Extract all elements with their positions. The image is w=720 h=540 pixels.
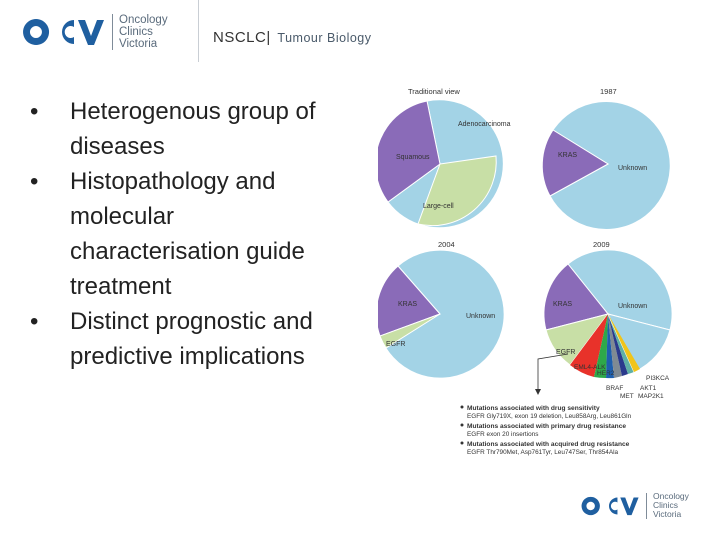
legend-line: Mutations associated with primary drug r… xyxy=(467,423,626,430)
pie-slice-akt1 xyxy=(608,314,628,376)
bullet-item: Histopathology and molecular characteris… xyxy=(30,164,340,304)
legend-bullet xyxy=(460,441,464,445)
slice-label: KRAS xyxy=(398,301,417,308)
pie-slice-kras xyxy=(378,265,441,337)
pie-slice-pi3kca-accent xyxy=(608,314,640,372)
legend-bullet xyxy=(460,423,464,427)
pie-2004: KRAS EGFR Unknown xyxy=(378,249,505,379)
legend-line: EGFR Gly719X, exon 19 deletion, Leu858Ar… xyxy=(467,413,632,420)
title-main: NSCLC| xyxy=(213,29,271,46)
pie-slice-eml4-alk xyxy=(570,314,608,377)
footer-logo: Oncology Clinics Victoria xyxy=(578,492,689,519)
bullet-item: Heterogenous group of diseases xyxy=(30,94,340,164)
brand-logo: Oncology Clinics Victoria xyxy=(18,14,168,50)
slice-label: Large-cell xyxy=(423,203,454,210)
ocv-logo-mark xyxy=(581,496,639,515)
slice-label: Unknown xyxy=(466,313,495,320)
figure-legend: Mutations associated with drug sensitivi… xyxy=(460,405,632,456)
pie-slice-egfr xyxy=(379,313,441,349)
panel-label-traditional: Traditional view xyxy=(408,87,460,96)
footer-brand-name: Oncology Clinics Victoria xyxy=(653,492,689,519)
title-subtitle: Tumour Biology xyxy=(277,31,372,45)
legend-arrowhead xyxy=(535,389,541,395)
slice-label: EGFR xyxy=(386,341,405,348)
legend-arrow xyxy=(537,353,569,392)
slice-label: Squamous xyxy=(396,154,430,161)
slice-label: Unknown xyxy=(618,165,647,172)
brand-line-3: Victoria xyxy=(119,38,158,50)
pie-slice-met xyxy=(608,314,622,378)
pie-slice-her2 xyxy=(594,314,608,379)
brand-name: Oncology Clinics Victoria xyxy=(119,14,168,50)
legend-line: Mutations associated with acquired drug … xyxy=(467,441,630,448)
pie-slice-kras xyxy=(543,263,609,331)
brand-line-1: Oncology xyxy=(653,491,689,501)
bullet-item: Distinct prognostic and predictive impli… xyxy=(30,304,340,374)
slice-label: MET xyxy=(620,393,634,400)
pie-slice-unknown xyxy=(549,101,671,230)
panel-label-2009: 2009 xyxy=(593,240,610,249)
pie-slice-kras xyxy=(541,129,609,197)
pie-slice-unknown xyxy=(379,249,505,379)
slice-label: Unknown xyxy=(618,303,647,310)
brand-line-2: Clinics xyxy=(119,26,153,38)
pie-traditional: Adenocarcinoma Squamous Large-cell xyxy=(378,99,511,229)
bullet-list: Heterogenous group of diseases Histopath… xyxy=(30,94,340,374)
panel-label-1987: 1987 xyxy=(600,87,617,96)
brand-line-2: Clinics xyxy=(653,500,679,510)
panel-label-2004: 2004 xyxy=(438,240,455,249)
slice-label: KRAS xyxy=(558,152,577,159)
slice-label: BRAF xyxy=(606,385,623,392)
legend-bullet xyxy=(460,405,464,409)
slice-label: HER2 xyxy=(597,370,615,377)
slice-label: EML4-ALK xyxy=(574,364,606,371)
nsclc-pie-figure: Traditional view Adenocarcinoma Squamous… xyxy=(378,84,678,474)
legend-line: EGFR Thr790Met, Asp761Tyr, Leu747Ser, Th… xyxy=(467,449,619,456)
page-title: NSCLC| Tumour Biology xyxy=(213,29,372,46)
header-divider xyxy=(198,0,199,62)
pie-slice-braf xyxy=(606,314,614,379)
ocv-logo-mark xyxy=(23,19,104,45)
legend-line: Mutations associated with drug sensitivi… xyxy=(467,405,600,412)
slice-label: MAP2K1 xyxy=(638,393,664,400)
pie-1987: KRAS Unknown xyxy=(541,101,671,230)
brand-line-1: Oncology xyxy=(119,14,168,26)
legend-line: EGFR exon 20 insertions xyxy=(467,431,538,438)
pie-slice-large-cell xyxy=(417,155,497,227)
slice-label: Adenocarcinoma xyxy=(458,121,511,128)
pie-slice-unknown xyxy=(567,249,673,331)
slice-label: AKT1 xyxy=(640,385,657,392)
pie-2009: KRAS Unknown EGFR EML4-ALK HER2 BRAF MET… xyxy=(543,249,673,400)
pie-slice-egfr xyxy=(545,313,610,366)
slice-label: KRAS xyxy=(553,301,572,308)
slice-label: PI3KCA xyxy=(646,375,670,382)
pie-slice-squamous xyxy=(378,100,441,203)
brand-line-3: Victoria xyxy=(653,509,682,519)
slice-label: EGFR xyxy=(556,349,575,356)
